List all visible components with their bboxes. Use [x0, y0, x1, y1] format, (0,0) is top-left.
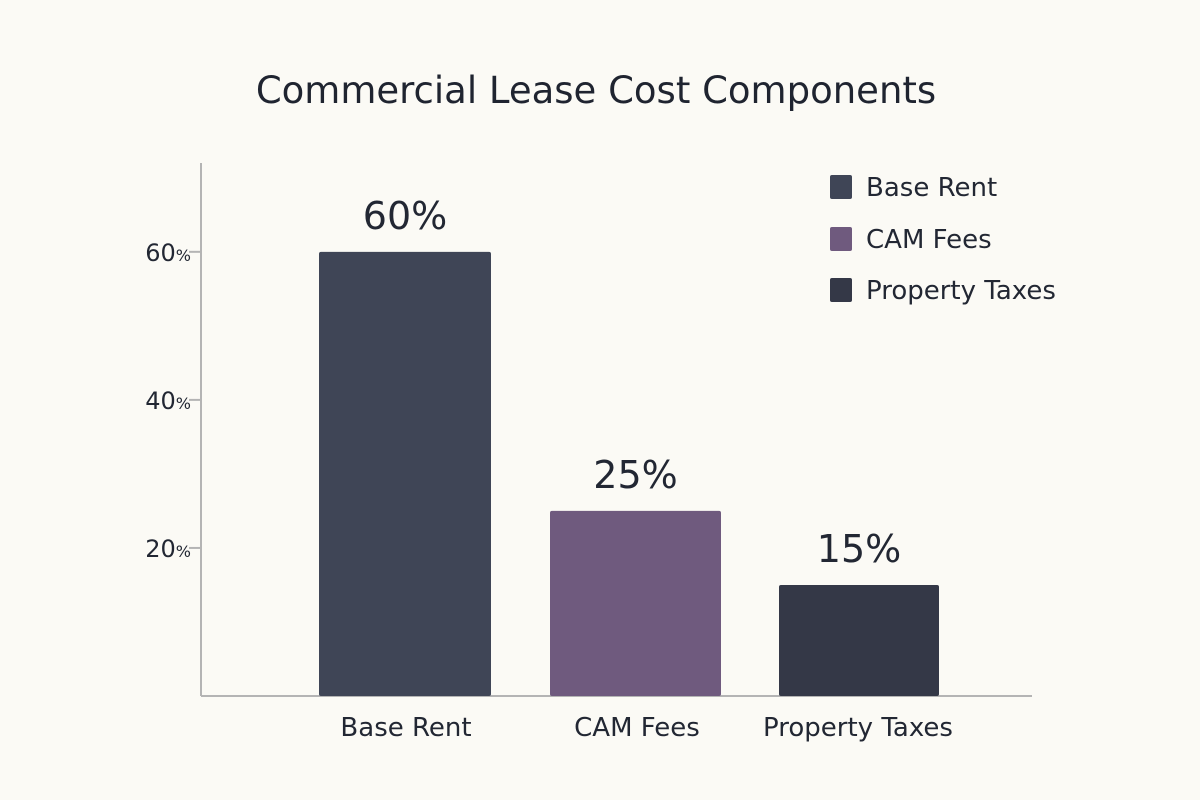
value-label-base-rent: 60% — [363, 194, 447, 238]
x-axis-labels: Base Rent CAM Fees Property Taxes — [340, 713, 953, 743]
legend-label-base-rent: Base Rent — [866, 173, 997, 203]
legend: Base Rent CAM Fees Property Taxes — [830, 173, 1056, 306]
legend-item-property-taxes: Property Taxes — [830, 276, 1056, 306]
bar-base-rent — [319, 251, 491, 697]
x-tick-label-base-rent: Base Rent — [340, 713, 471, 743]
legend-label-property-taxes: Property Taxes — [866, 276, 1056, 306]
bar-cam-fees — [550, 510, 721, 696]
legend-swatch-cam-fees — [830, 227, 852, 251]
y-tick-label-40: 40% — [145, 387, 191, 415]
value-label-property-taxes: 15% — [817, 527, 901, 571]
y-tick-label-20: 20% — [145, 535, 191, 563]
value-label-cam-fees: 25% — [593, 453, 677, 497]
y-tick-unit-60: % — [176, 246, 191, 265]
legend-item-cam-fees: CAM Fees — [830, 225, 992, 255]
x-tick-label-property-taxes: Property Taxes — [763, 713, 953, 743]
y-tick-label-60: 60% — [145, 239, 191, 267]
legend-label-cam-fees: CAM Fees — [866, 225, 992, 255]
chart-title: Commercial Lease Cost Components — [256, 69, 936, 112]
x-tick-label-cam-fees: CAM Fees — [574, 713, 700, 743]
y-axis-ticks: 20% 40% 60% — [145, 239, 201, 563]
y-tick-unit-20: % — [176, 542, 191, 561]
bar-property-taxes — [779, 584, 939, 696]
legend-item-base-rent: Base Rent — [830, 173, 997, 203]
value-labels-group: 60% 25% 15% — [363, 194, 901, 571]
bars-group — [319, 251, 939, 697]
legend-swatch-base-rent — [830, 175, 852, 199]
legend-swatch-property-taxes — [830, 278, 852, 302]
y-tick-unit-40: % — [176, 394, 191, 413]
